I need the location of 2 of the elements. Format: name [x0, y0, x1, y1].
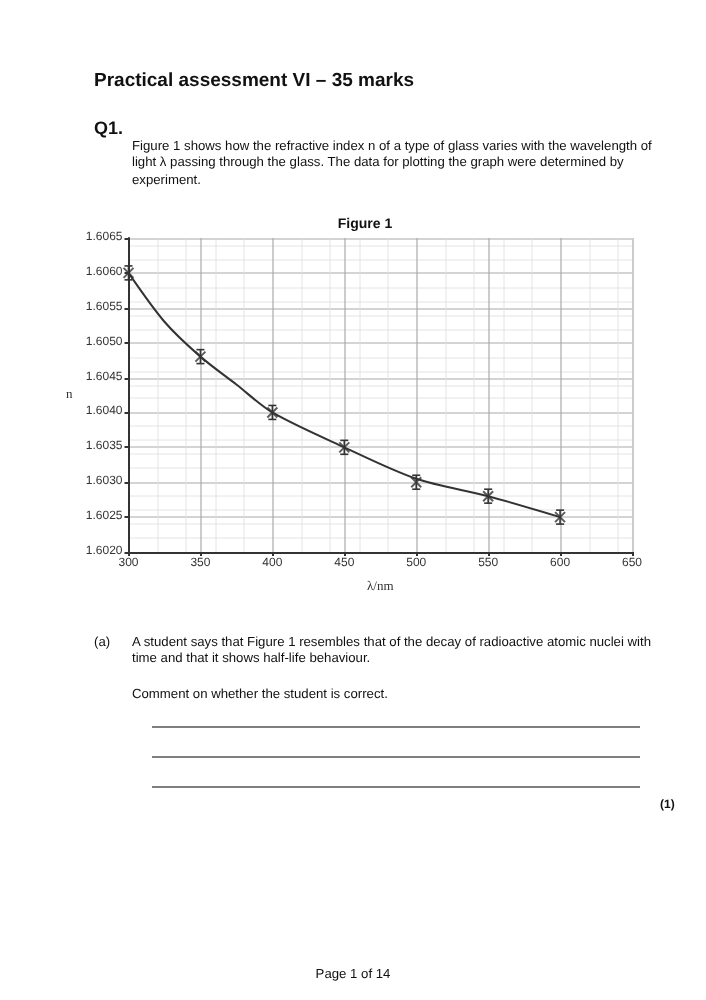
text: Practical assessment VI – 35 marks [94, 70, 417, 92]
text: Q1. [94, 118, 126, 138]
